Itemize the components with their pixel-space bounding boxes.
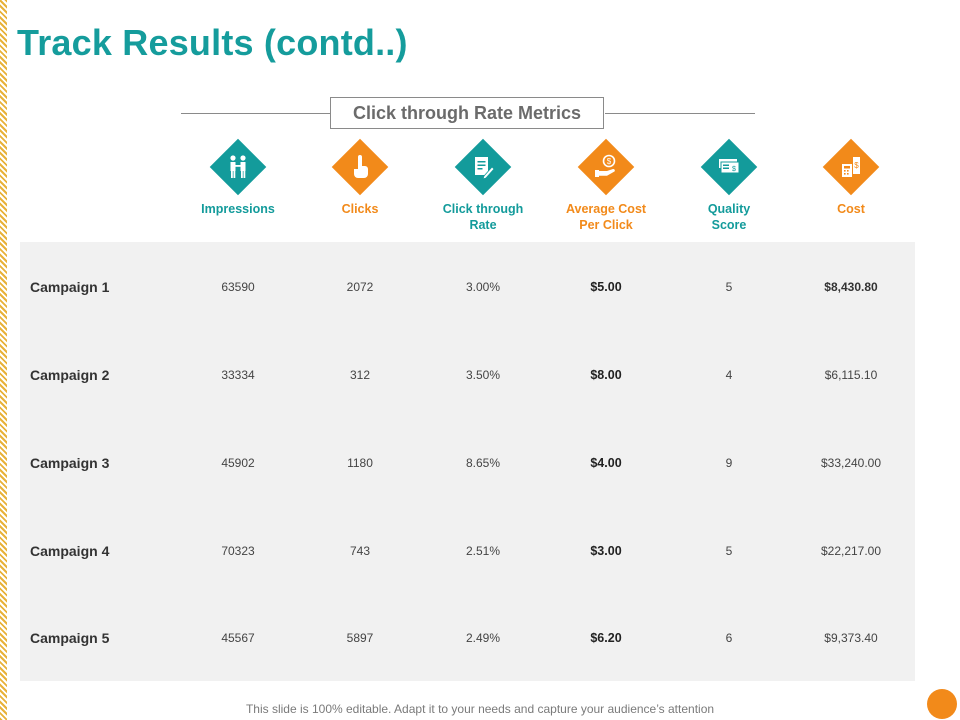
impressions-cell: 45567 xyxy=(221,631,255,645)
quality-score-cell: 5 xyxy=(725,544,733,558)
ctr-cell: 3.00% xyxy=(465,280,501,294)
campaign-name: Campaign 2 xyxy=(30,367,110,383)
campaign-table: Campaign 1 63590 2072 3.00% $5.00 5 $8,4… xyxy=(20,242,915,681)
svg-text:$: $ xyxy=(607,157,612,166)
table-row: Campaign 2 33334 312 3.50% $8.00 4 $6,11… xyxy=(20,367,915,387)
metric-label-cost: Cost xyxy=(791,201,911,217)
metric-label-line: Score xyxy=(711,218,747,232)
impressions-cell: 45902 xyxy=(221,456,255,470)
metric-label-line: Per Click xyxy=(579,218,633,232)
cost-cell: $22,217.00 xyxy=(820,544,882,558)
cost-cell: $6,115.10 xyxy=(824,368,878,382)
impressions-cell: 63590 xyxy=(221,280,255,294)
metric-label-line: Impressions xyxy=(201,202,275,216)
metric-label-line: Click through xyxy=(442,202,524,216)
divider-right xyxy=(605,113,755,114)
hand-coin-icon: $ xyxy=(595,154,616,177)
impressions-cell: 33334 xyxy=(221,368,255,382)
avg-cost-cell: $4.00 xyxy=(590,456,622,470)
table-row: Campaign 5 45567 5897 2.49% $6.20 6 $9,3… xyxy=(20,630,915,650)
clicks-cell: 312 xyxy=(349,368,371,382)
campaign-name: Campaign 1 xyxy=(30,279,110,295)
footer-note: This slide is 100% editable. Adapt it to… xyxy=(245,702,715,716)
quality-score-cell: 9 xyxy=(725,456,733,470)
divider-left xyxy=(181,113,330,114)
clicks-cell: 1180 xyxy=(347,456,373,470)
decorative-dot xyxy=(927,689,957,719)
hand-click-icon xyxy=(354,155,368,178)
avg-cost-cell: $3.00 xyxy=(590,544,622,558)
metric-label-line: Rate xyxy=(469,218,497,232)
metric-label-quality-score: Quality Score xyxy=(669,201,789,233)
ctr-cell: 2.49% xyxy=(465,631,501,645)
campaign-name: Campaign 4 xyxy=(30,543,110,559)
calculator-dollar-icon: $ xyxy=(842,157,860,177)
clicks-cell: 2072 xyxy=(346,280,374,294)
impressions-cell: 70323 xyxy=(221,544,255,558)
table-row: Campaign 1 63590 2072 3.00% $5.00 5 $8,4… xyxy=(20,279,915,299)
table-row: Campaign 4 70323 743 2.51% $3.00 5 $22,2… xyxy=(20,543,915,563)
metric-label-impressions: Impressions xyxy=(178,201,298,217)
table-row: Campaign 3 45902 1180 8.65% $4.00 9 $33,… xyxy=(20,455,915,475)
people-handshake-icon xyxy=(230,155,246,178)
svg-text:$: $ xyxy=(854,161,859,170)
ctr-cell: 2.51% xyxy=(465,544,501,558)
cost-cell: $8,430.80 xyxy=(824,280,878,294)
cost-cell: $9,373.40 xyxy=(824,631,878,645)
avg-cost-cell: $5.00 xyxy=(590,280,622,294)
decorative-stripe xyxy=(0,0,7,720)
metric-label-line: Quality xyxy=(707,202,751,216)
clicks-metric xyxy=(331,138,389,196)
quality-score-cell: 4 xyxy=(725,368,733,382)
quality-score-cell: 5 xyxy=(725,280,733,294)
metric-label-line: Clicks xyxy=(341,202,379,216)
ctr-cell: 3.50% xyxy=(465,368,501,382)
slide-title: Track Results (contd..) xyxy=(17,22,408,63)
avg-cost-cell: $8.00 xyxy=(590,368,622,382)
impressions-metric xyxy=(209,138,267,196)
svg-text:$: $ xyxy=(732,166,736,173)
click-through-rate-metric xyxy=(454,138,512,196)
clicks-cell: 5897 xyxy=(346,631,374,645)
metric-label-clicks: Clicks xyxy=(300,201,420,217)
metric-label-line: Average Cost xyxy=(565,202,647,216)
section-header: Click through Rate Metrics xyxy=(330,97,604,129)
quality-score-metric: $ xyxy=(700,138,758,196)
avg-cost-cell: $6.20 xyxy=(590,631,622,645)
campaign-name: Campaign 3 xyxy=(30,455,110,471)
campaign-name: Campaign 5 xyxy=(30,630,110,646)
cost-metric: $ xyxy=(822,138,880,196)
metric-label-average-cost-per-click: Average Cost Per Click xyxy=(546,201,666,233)
quality-score-cell: 6 xyxy=(725,631,733,645)
average-cost-per-click-metric: $ xyxy=(577,138,635,196)
ctr-cell: 8.65% xyxy=(465,456,501,470)
cost-cell: $33,240.00 xyxy=(820,456,882,470)
metric-label-click-through-rate: Click through Rate xyxy=(423,201,543,233)
money-cards-icon: $ xyxy=(719,159,740,174)
clicks-cell: 743 xyxy=(349,544,371,558)
document-edit-icon xyxy=(475,157,495,180)
metric-label-line: Cost xyxy=(837,202,865,216)
